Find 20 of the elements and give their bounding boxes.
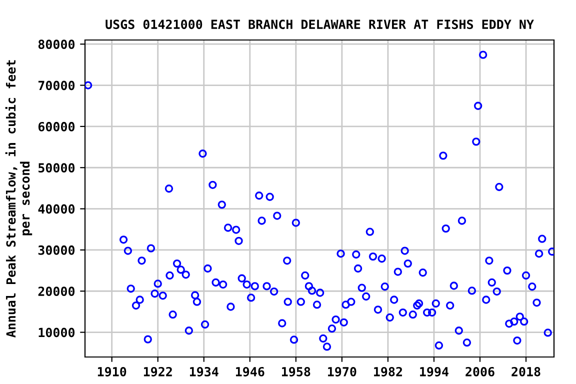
x-tick-label: 2006 bbox=[466, 366, 494, 376]
x-tick-label: 2018 bbox=[512, 366, 540, 376]
y-tick-label: 60000 bbox=[38, 122, 75, 132]
y-tick-label: 20000 bbox=[38, 286, 75, 296]
x-tick-label: 1970 bbox=[328, 366, 356, 376]
x-tick-label: 1994 bbox=[420, 367, 448, 376]
chart-title: USGS 01421000 EAST BRANCH DELAWARE RIVER AT FISHS EDDY NY bbox=[106, 20, 534, 30]
y-tick-label: 10000 bbox=[38, 328, 75, 338]
y-tick-label: 50000 bbox=[38, 163, 75, 173]
x-tick-label: 1934 bbox=[190, 366, 218, 376]
x-tick-label: 1910 bbox=[98, 366, 126, 376]
y-tick-label: 80000 bbox=[38, 40, 75, 50]
y-tick-label: 40000 bbox=[38, 204, 75, 214]
y-axis-title: Annual Peak Streamflow, in cubic feet per second bbox=[5, 60, 32, 338]
x-tick-label: 1946 bbox=[236, 366, 264, 376]
x-tick-label: 1958 bbox=[282, 366, 310, 376]
x-tick-label: 1982 bbox=[374, 366, 402, 376]
y-tick-label: 70000 bbox=[38, 80, 75, 90]
y-tick-label: 30000 bbox=[38, 245, 75, 255]
x-tick-label: 1922 bbox=[144, 366, 172, 376]
